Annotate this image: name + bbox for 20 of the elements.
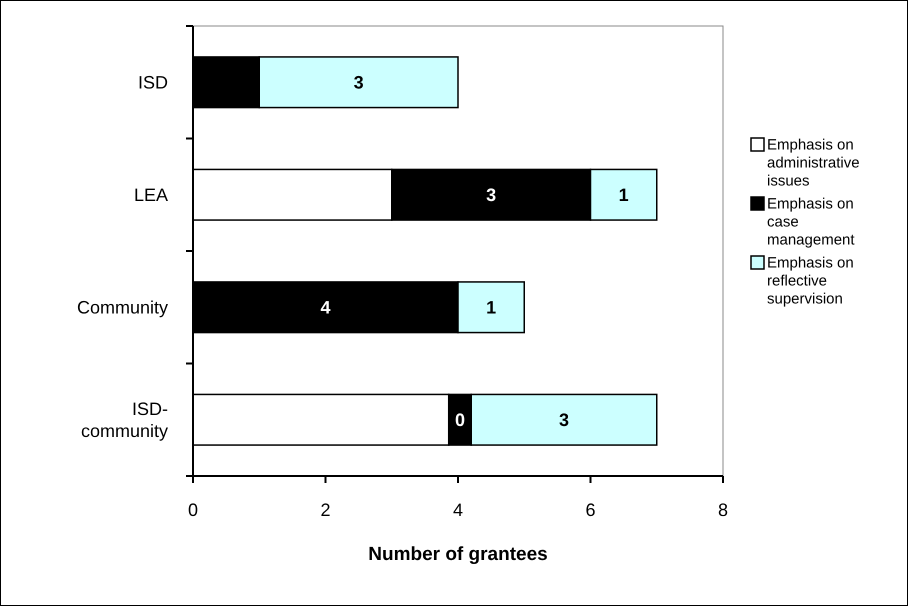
x-tick-label: 6 (585, 500, 596, 520)
x-tick-label: 8 (718, 500, 728, 520)
legend-label: Emphasis on case management (767, 195, 856, 248)
y-tick-label: Community (76, 298, 168, 318)
x-tick-label: 4 (452, 500, 464, 520)
y-tick-label: LEA (134, 185, 168, 206)
legend-label: Emphasis on reflective supervision (767, 254, 854, 308)
y-tick-label: ISD (138, 72, 168, 93)
data-label: 0 (454, 410, 465, 430)
data-label: 3 (558, 410, 570, 430)
data-label: 1 (486, 298, 496, 318)
data-label: 3 (354, 72, 364, 93)
x-axis-title: Number of grantees (368, 544, 548, 565)
x-tick-label: 0 (188, 500, 198, 520)
data-label: 1 (618, 185, 629, 206)
data-label: 4 (320, 298, 331, 318)
data-label: 3 (486, 185, 496, 206)
x-tick-label: 2 (320, 500, 331, 520)
legend-label: Emphasis on administrative issues (767, 136, 860, 190)
y-tick-label: ISD-community (80, 399, 168, 442)
